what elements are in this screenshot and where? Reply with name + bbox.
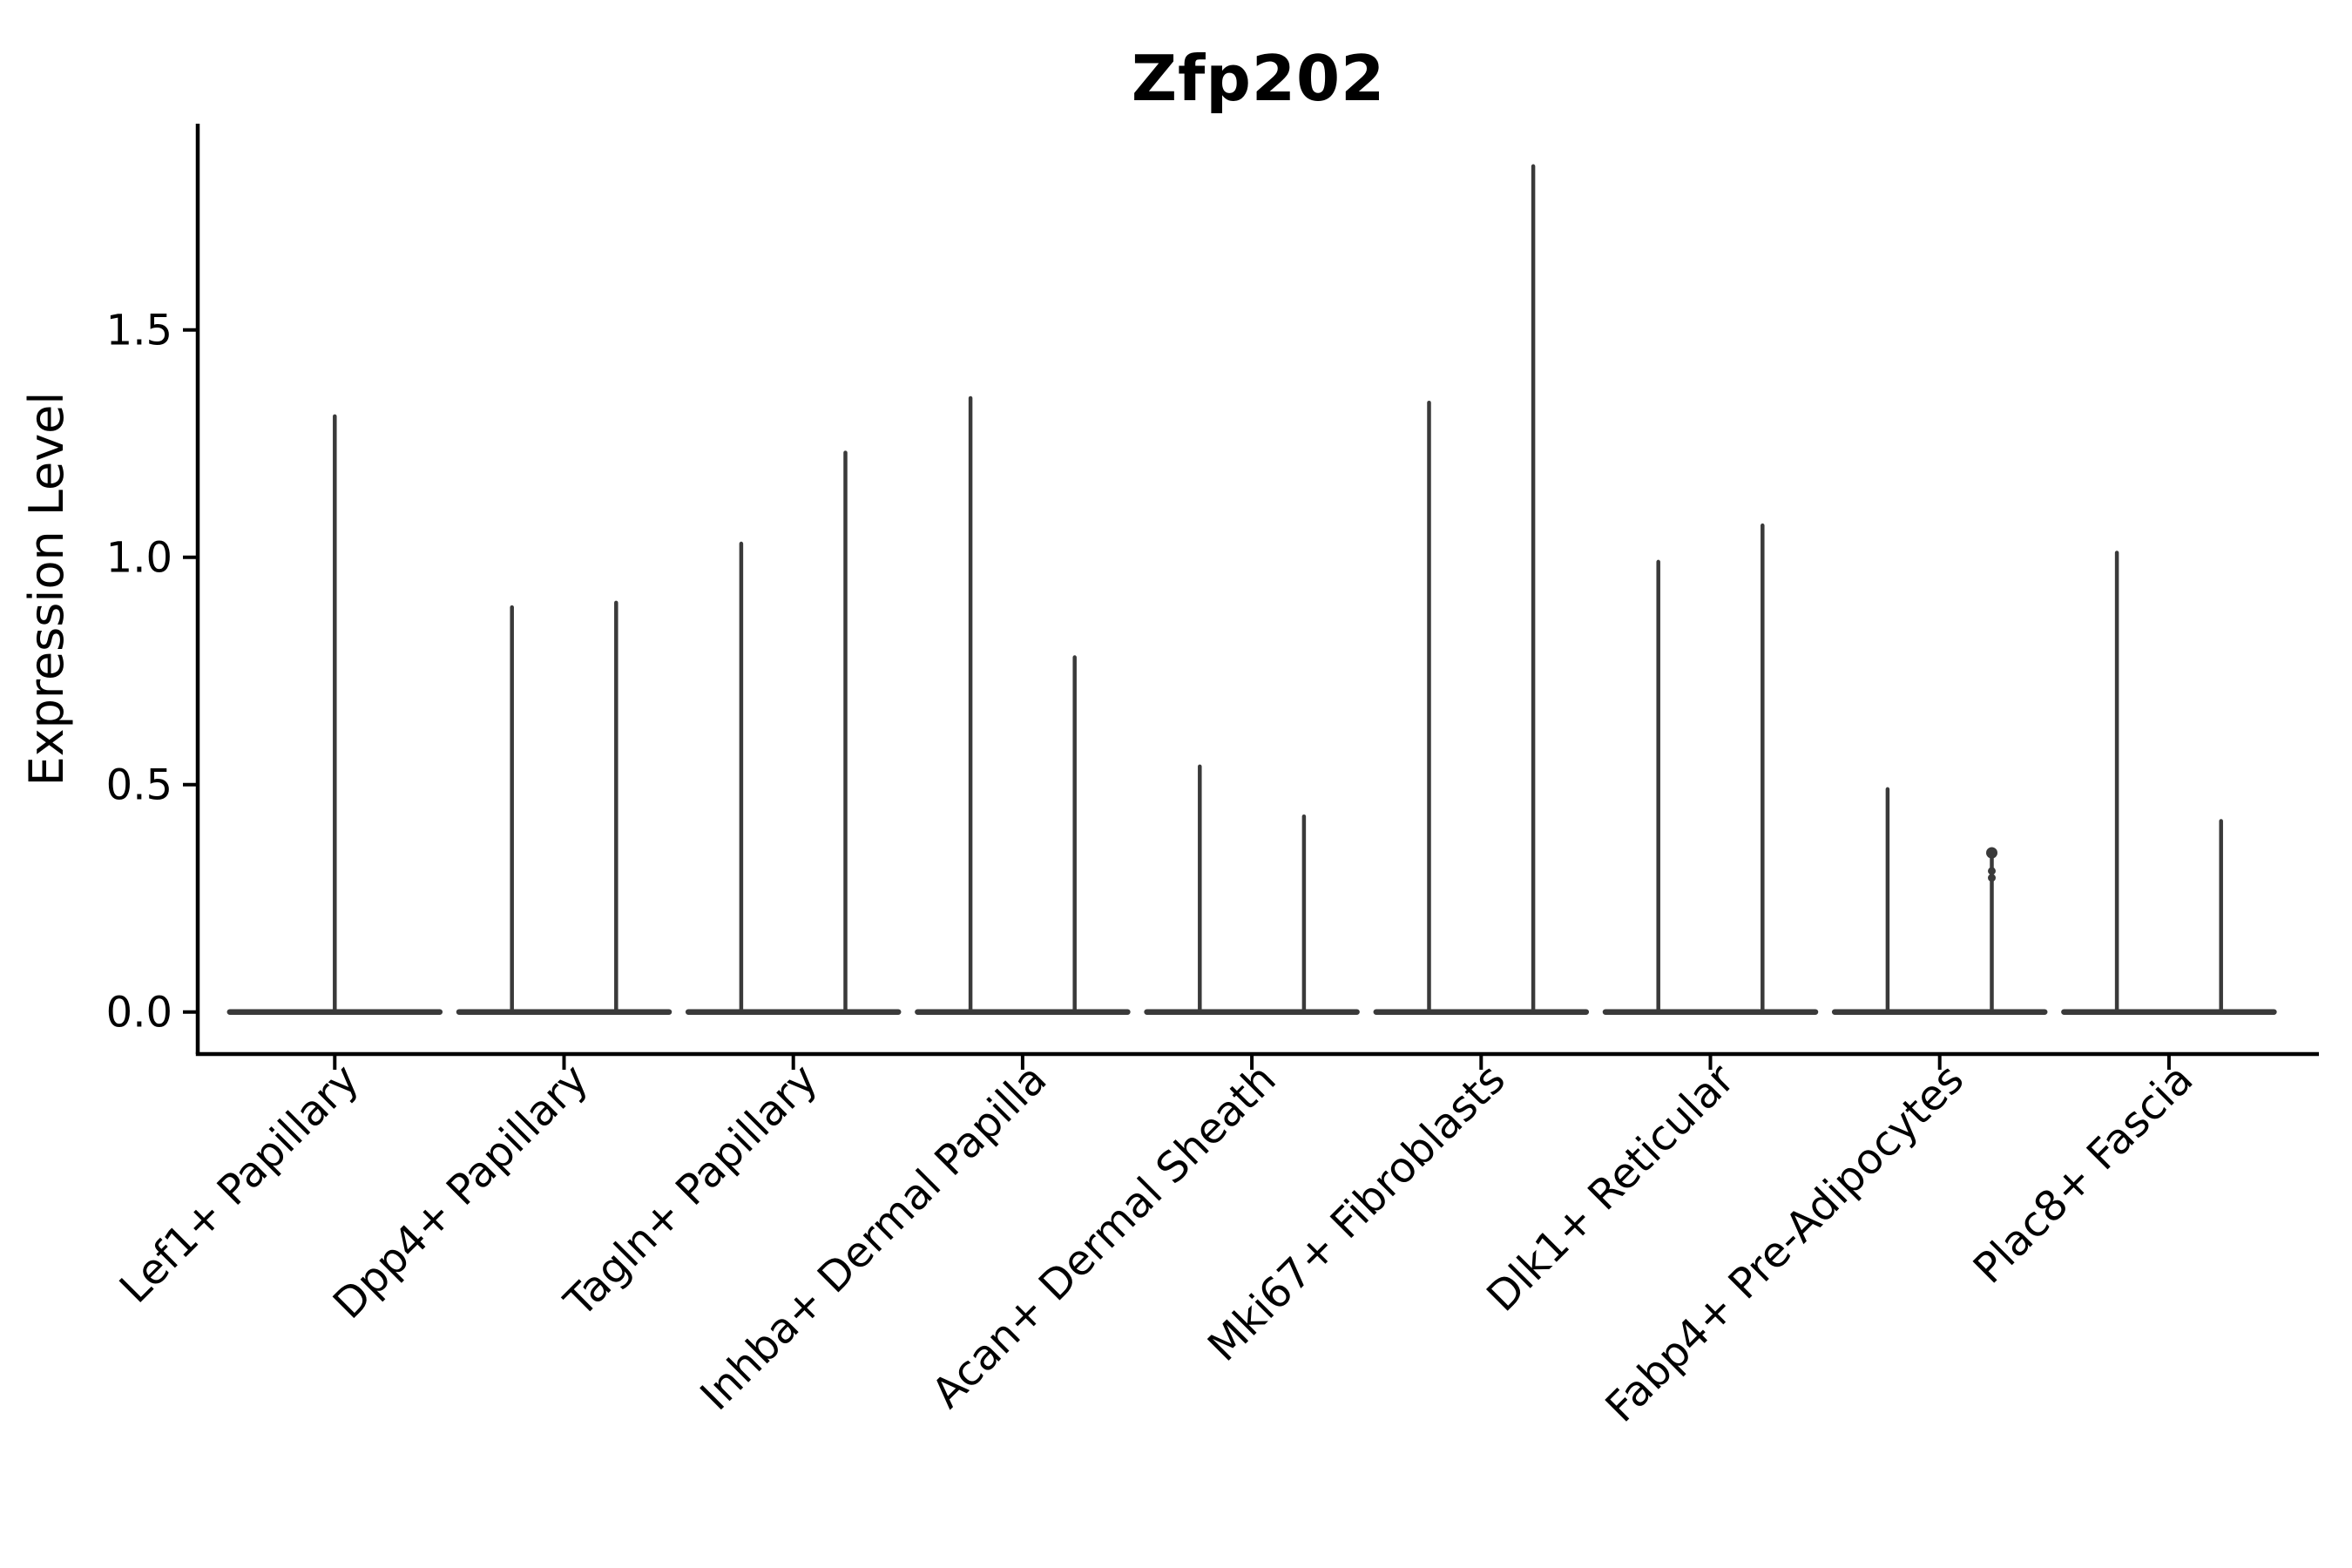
x-tick-label: Lef1+ Papillary [111, 1055, 368, 1313]
x-tick-label: Dpp4+ Papillary [324, 1055, 598, 1328]
y-tick-label: 1.5 [106, 307, 172, 355]
violin-knob-dot [1988, 874, 1996, 882]
violin-knob-dot [1986, 847, 1997, 859]
y-axis-label: Expression Level [19, 392, 74, 787]
x-tick-label: Tagln+ Papillary [555, 1055, 827, 1327]
x-tick-label: Plac8+ Fascia [1964, 1055, 2203, 1294]
violin-knob-dot [1988, 867, 1996, 875]
y-tick-label: 0.0 [106, 989, 172, 1037]
y-tick-label: 0.5 [106, 761, 172, 810]
x-tick-label: Dlk1+ Reticular [1477, 1055, 1744, 1321]
chart-title: Zfp202 [1131, 42, 1386, 115]
y-tick-label: 1.0 [106, 534, 172, 583]
